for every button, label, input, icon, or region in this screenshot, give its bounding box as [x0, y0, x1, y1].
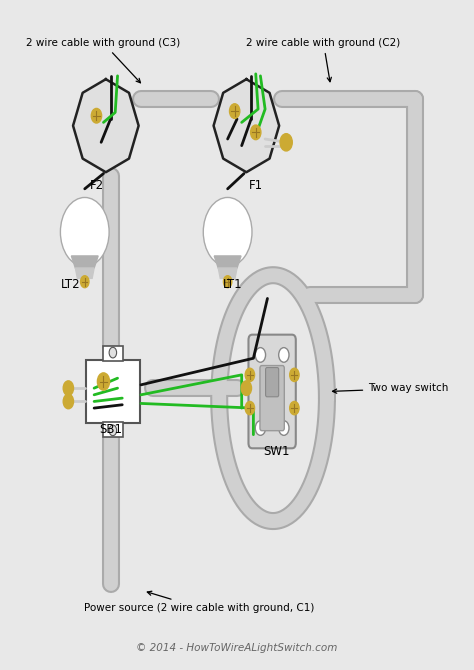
Circle shape: [251, 125, 261, 139]
Circle shape: [81, 276, 89, 287]
Circle shape: [63, 381, 73, 395]
Text: © 2014 - HowToWireALightSwitch.com: © 2014 - HowToWireALightSwitch.com: [137, 643, 337, 653]
Circle shape: [279, 348, 289, 362]
Circle shape: [229, 104, 240, 119]
FancyBboxPatch shape: [248, 335, 296, 448]
Circle shape: [245, 401, 255, 415]
FancyBboxPatch shape: [102, 422, 123, 437]
Text: F2: F2: [90, 179, 103, 192]
Circle shape: [245, 369, 255, 381]
Polygon shape: [72, 256, 98, 268]
Polygon shape: [214, 256, 241, 268]
FancyBboxPatch shape: [260, 366, 284, 431]
Circle shape: [109, 425, 117, 436]
FancyBboxPatch shape: [102, 346, 123, 360]
Polygon shape: [73, 79, 138, 172]
Circle shape: [63, 394, 73, 409]
Text: LT2: LT2: [61, 279, 81, 291]
Circle shape: [241, 381, 252, 395]
Text: SB1: SB1: [99, 423, 122, 436]
Text: F1: F1: [249, 179, 263, 192]
Circle shape: [290, 369, 299, 381]
Text: SW1: SW1: [264, 445, 290, 458]
Polygon shape: [214, 79, 279, 172]
Circle shape: [97, 373, 109, 390]
FancyBboxPatch shape: [86, 360, 140, 423]
Text: 2 wire cable with ground (C2): 2 wire cable with ground (C2): [246, 38, 401, 82]
Circle shape: [109, 347, 117, 358]
Polygon shape: [218, 268, 237, 279]
Circle shape: [279, 421, 289, 436]
Polygon shape: [75, 268, 94, 279]
Circle shape: [290, 401, 299, 415]
Text: Two way switch: Two way switch: [333, 383, 448, 393]
FancyBboxPatch shape: [265, 368, 279, 397]
Circle shape: [280, 134, 292, 151]
Circle shape: [203, 198, 252, 267]
Circle shape: [60, 198, 109, 267]
Circle shape: [255, 348, 265, 362]
Text: LT1: LT1: [222, 279, 242, 291]
Circle shape: [223, 276, 232, 287]
Text: Power source (2 wire cable with ground, C1): Power source (2 wire cable with ground, …: [84, 591, 315, 613]
Circle shape: [91, 109, 101, 123]
Text: 2 wire cable with ground (C3): 2 wire cable with ground (C3): [26, 38, 181, 83]
Circle shape: [255, 421, 265, 436]
